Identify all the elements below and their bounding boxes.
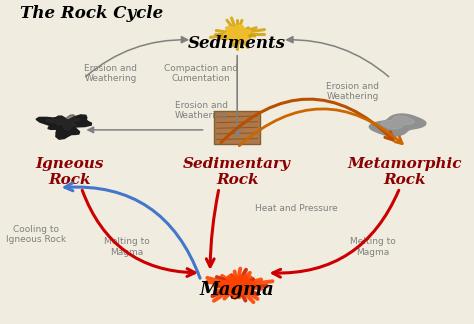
Text: Cooling to
Igneous Rock: Cooling to Igneous Rock	[6, 225, 66, 244]
Text: Sedimentary
Rock: Sedimentary Rock	[183, 156, 291, 187]
Text: Igneous
Rock: Igneous Rock	[36, 156, 104, 187]
Polygon shape	[369, 114, 426, 136]
Text: Melting to
Magma: Melting to Magma	[104, 237, 149, 257]
Text: Sediments: Sediments	[188, 35, 286, 52]
Text: Melting to
Magma: Melting to Magma	[350, 237, 396, 257]
Text: Compaction and
Cumentation: Compaction and Cumentation	[164, 64, 238, 83]
Text: Erosion and
Weathering: Erosion and Weathering	[174, 101, 228, 120]
Polygon shape	[46, 115, 80, 130]
Text: Magma: Magma	[200, 282, 274, 299]
Text: The Rock Cycle: The Rock Cycle	[20, 5, 164, 22]
Polygon shape	[36, 115, 91, 139]
FancyBboxPatch shape	[214, 111, 260, 144]
Text: Heat and Pressure: Heat and Pressure	[255, 204, 337, 213]
Text: Erosion and
Weathering: Erosion and Weathering	[84, 64, 137, 83]
Polygon shape	[381, 116, 414, 129]
Text: Erosion and
Weathering: Erosion and Weathering	[326, 82, 379, 101]
Polygon shape	[219, 275, 255, 297]
Text: Metamorphic
Rock: Metamorphic Rock	[347, 156, 462, 187]
Polygon shape	[223, 25, 251, 42]
